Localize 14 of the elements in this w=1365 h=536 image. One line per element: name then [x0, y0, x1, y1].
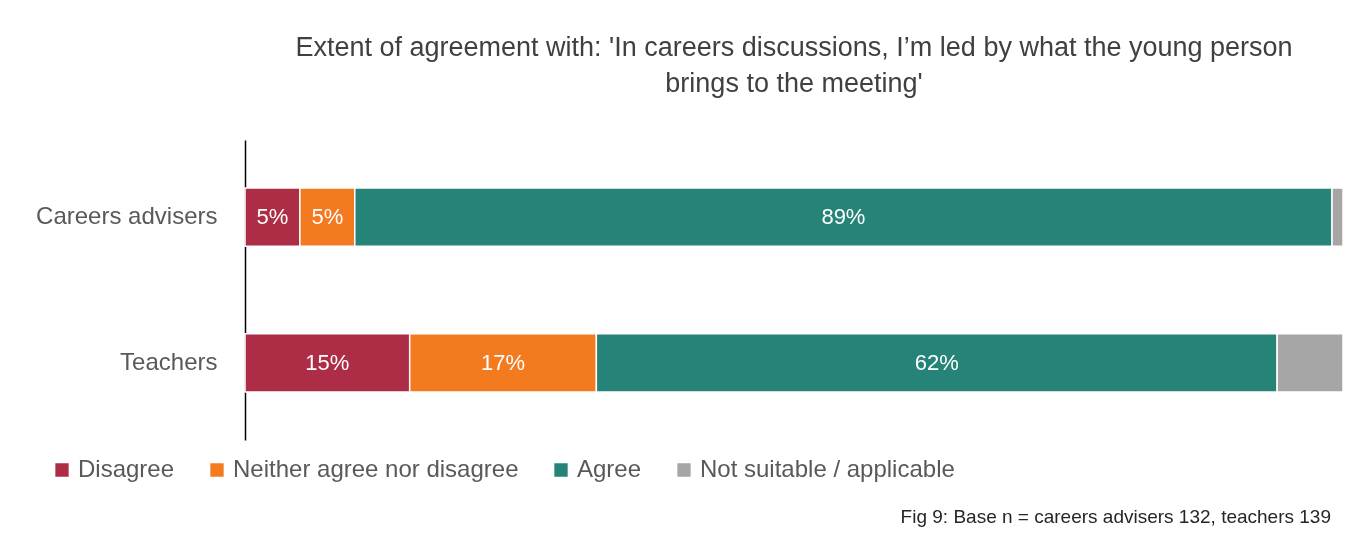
- legend-label: Not suitable / applicable: [700, 455, 955, 482]
- legend-label: Agree: [577, 455, 642, 482]
- data-label: 89%: [821, 204, 866, 230]
- y-tick-label: Teachers: [120, 347, 218, 375]
- data-label: 17%: [481, 349, 526, 375]
- legend-label: Disagree: [78, 455, 175, 482]
- caption: Fig 9: Base n = careers advisers 132, teachers 139: [900, 506, 1331, 527]
- legend-label: Neither agree nor disagree: [233, 455, 519, 482]
- chart-title: Extent of agreement with: 'In careers discussions, I’m led by what the young person brings to the meeting': [295, 32, 1293, 98]
- data-label: 5%: [256, 204, 289, 230]
- data-label: 5%: [311, 204, 344, 230]
- y-tick-label: Careers advisers: [36, 202, 218, 230]
- data-label: 62%: [914, 349, 959, 375]
- data-label: 15%: [305, 349, 350, 375]
